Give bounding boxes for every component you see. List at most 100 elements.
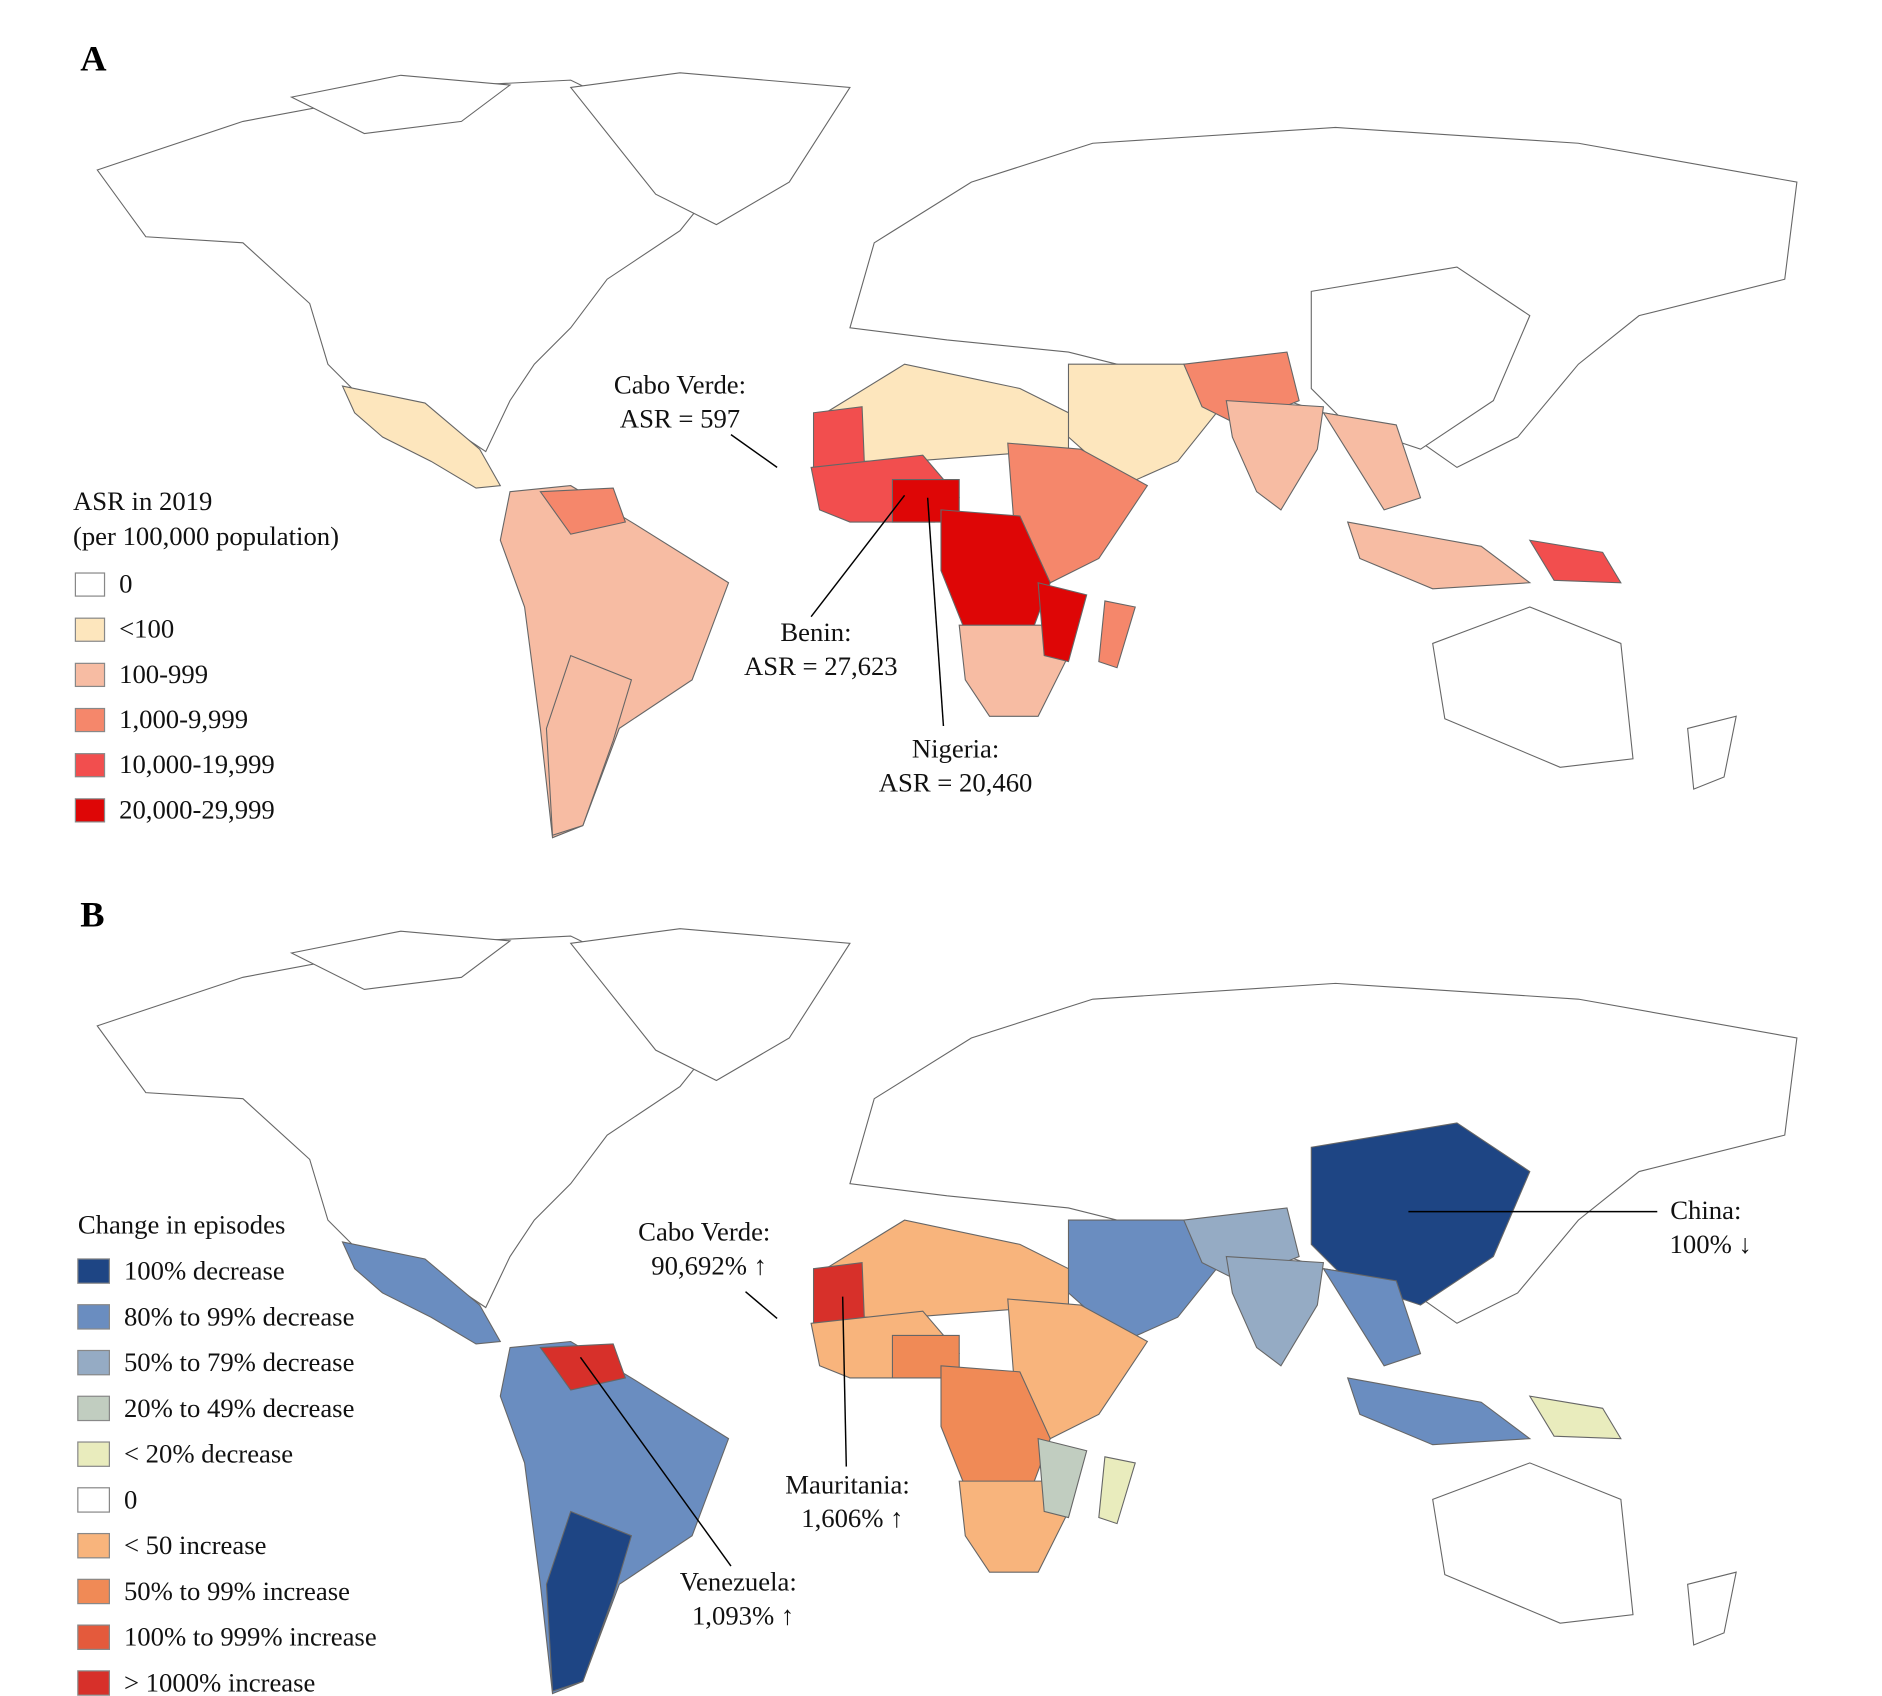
leader-line bbox=[579, 1356, 732, 1567]
leader-line bbox=[810, 494, 906, 618]
legend-label: 50% to 79% decrease bbox=[124, 1347, 354, 1377]
legend-asr: ASR in 2019 (per 100,000 population) 0 <1… bbox=[73, 486, 339, 824]
legend-swatch bbox=[74, 753, 106, 778]
legend-swatch bbox=[74, 572, 106, 597]
region-indonesia bbox=[1346, 1377, 1532, 1446]
svg-text:China:: China: bbox=[1670, 1195, 1741, 1225]
legend-label: 80% to 99% decrease bbox=[124, 1301, 354, 1331]
legend-swatch bbox=[77, 1395, 110, 1422]
svg-text:Nigeria:: Nigeria: bbox=[912, 734, 999, 764]
region-madagascar bbox=[1098, 600, 1136, 669]
legend-label: 20% to 49% decrease bbox=[124, 1393, 354, 1423]
svg-text:1,093% ↑: 1,093% ↑ bbox=[692, 1600, 794, 1630]
legend-item: 50% to 79% decrease bbox=[77, 1347, 354, 1377]
svg-text:Cabo Verde:: Cabo Verde: bbox=[614, 369, 746, 399]
legend-label: 100% decrease bbox=[124, 1256, 285, 1286]
legend-label: < 50 increase bbox=[124, 1530, 267, 1560]
legend-swatch bbox=[77, 1578, 110, 1605]
leader-line bbox=[926, 497, 945, 727]
legend-label: 0 bbox=[119, 568, 132, 598]
svg-text:ASR = 20,460: ASR = 20,460 bbox=[879, 768, 1033, 798]
region-north-america bbox=[96, 935, 730, 1309]
svg-text:Cabo Verde:: Cabo Verde: bbox=[638, 1217, 770, 1247]
legend-item: < 50 increase bbox=[77, 1530, 267, 1560]
region-argentina bbox=[545, 1510, 633, 1692]
annotation-venezuela: Venezuela: 1,093% ↑ bbox=[579, 1356, 797, 1630]
annotation-mauritania: Mauritania: 1,606% ↑ bbox=[785, 1296, 910, 1533]
annotation-china: China: 100% ↓ bbox=[1408, 1195, 1752, 1259]
legend-swatch bbox=[74, 617, 106, 642]
legend-item: 20% to 49% decrease bbox=[77, 1393, 354, 1423]
legend-change: Change in episodes 100% decrease 80% to 9… bbox=[77, 1209, 377, 1696]
svg-text:100% ↓: 100% ↓ bbox=[1670, 1229, 1752, 1259]
svg-text:ASR = 27,623: ASR = 27,623 bbox=[744, 651, 898, 681]
region-china bbox=[1310, 1122, 1531, 1306]
legend-swatch bbox=[74, 662, 106, 688]
region-arctic-islands bbox=[289, 74, 512, 135]
region-greenland bbox=[569, 928, 851, 1082]
region-india bbox=[1225, 400, 1325, 511]
legend-label: 100-999 bbox=[119, 659, 208, 689]
legend-label: 1,000-9,999 bbox=[119, 704, 248, 734]
region-new-zealand bbox=[1687, 1571, 1737, 1646]
region-venezuela bbox=[539, 487, 627, 535]
region-southeast-asia bbox=[1322, 1267, 1422, 1367]
region-new-zealand bbox=[1687, 715, 1737, 790]
region-madagascar bbox=[1098, 1456, 1136, 1525]
legend-label: 20,000-29,999 bbox=[119, 794, 275, 824]
legend-swatch bbox=[77, 1532, 110, 1559]
region-south-america bbox=[499, 1340, 730, 1695]
region-greenland bbox=[569, 72, 851, 226]
legend-swatch bbox=[77, 1487, 110, 1513]
legend-item: < 20% decrease bbox=[77, 1439, 293, 1469]
legend-label: 100% to 999% increase bbox=[124, 1622, 377, 1652]
region-mauritania bbox=[812, 1261, 866, 1324]
leader-line bbox=[745, 1291, 778, 1319]
region-arctic-islands bbox=[289, 930, 512, 990]
legend-swatch bbox=[77, 1258, 110, 1284]
region-australia bbox=[1432, 606, 1634, 768]
annotation-cabo-verde: Cabo Verde: ASR = 597 bbox=[614, 369, 778, 468]
leader-line bbox=[841, 1296, 848, 1467]
world-map-asr bbox=[96, 72, 1798, 839]
region-mozambique bbox=[1037, 1437, 1088, 1519]
legend-item: 100% to 999% increase bbox=[77, 1622, 377, 1652]
region-venezuela bbox=[539, 1343, 627, 1391]
svg-text:Benin:: Benin: bbox=[780, 617, 851, 647]
region-india bbox=[1225, 1255, 1325, 1367]
legend-swatch bbox=[77, 1441, 110, 1467]
legend-item: 0 bbox=[74, 568, 132, 598]
legend-item: 50% to 99% increase bbox=[77, 1576, 350, 1606]
panel-b-map: B Change in episodes 100% decrease 80% to… bbox=[77, 894, 1798, 1696]
legend-label: > 1000% increase bbox=[124, 1668, 315, 1696]
region-argentina bbox=[545, 654, 633, 836]
legend-title: ASR in 2019 bbox=[73, 486, 212, 516]
region-papua-new-guinea bbox=[1528, 539, 1622, 584]
svg-text:Mauritania:: Mauritania: bbox=[785, 1469, 910, 1499]
svg-text:Venezuela:: Venezuela: bbox=[680, 1566, 797, 1596]
region-mauritania bbox=[812, 406, 866, 468]
legend-item: 80% to 99% decrease bbox=[77, 1301, 354, 1331]
annotation-cabo-verde: Cabo Verde: 90,692% ↑ bbox=[638, 1217, 778, 1319]
annotation-nigeria: Nigeria: ASR = 20,460 bbox=[879, 497, 1033, 798]
region-north-america bbox=[96, 79, 730, 453]
region-mexico-central-america bbox=[341, 385, 502, 489]
legend-item: 20,000-29,999 bbox=[74, 794, 275, 824]
legend-swatch bbox=[77, 1349, 110, 1376]
panel-a-label: A bbox=[80, 38, 107, 78]
legend-label: <100 bbox=[119, 614, 174, 644]
world-map-change bbox=[96, 928, 1798, 1695]
legend-item: 10,000-19,999 bbox=[74, 749, 275, 779]
legend-swatch bbox=[74, 798, 106, 823]
region-mozambique bbox=[1037, 582, 1088, 663]
legend-swatch bbox=[74, 707, 106, 733]
region-southeast-asia bbox=[1322, 412, 1422, 511]
region-papua-new-guinea bbox=[1528, 1395, 1622, 1440]
legend-subtitle: (per 100,000 population) bbox=[73, 521, 339, 551]
region-indonesia bbox=[1346, 521, 1532, 590]
svg-text:1,606% ↑: 1,606% ↑ bbox=[801, 1503, 903, 1533]
legend-swatch bbox=[77, 1304, 110, 1330]
region-china bbox=[1310, 266, 1531, 450]
legend-swatch bbox=[77, 1670, 110, 1696]
